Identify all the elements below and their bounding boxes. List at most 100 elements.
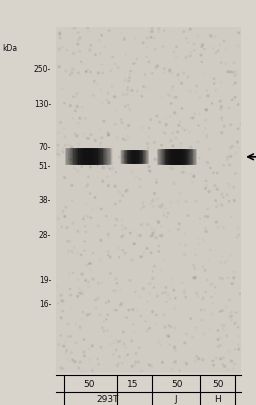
Point [136,232,140,239]
Point [211,46,215,53]
Point [154,180,158,186]
Point [211,301,215,307]
Point [119,31,123,37]
Point [179,81,184,87]
Point [180,280,184,286]
Point [220,115,224,122]
Point [152,191,156,197]
Point [214,204,218,211]
Point [110,333,114,339]
Point [84,69,88,75]
Point [94,305,98,312]
Point [88,70,92,77]
Point [145,246,149,252]
Point [167,139,171,146]
Point [184,294,188,301]
Point [164,299,168,305]
Point [63,214,67,220]
Point [113,183,117,190]
Point [59,120,63,126]
Point [227,297,231,304]
Point [230,317,234,323]
Point [75,133,79,140]
Point [205,277,209,284]
Point [169,166,173,172]
Point [221,275,225,281]
Point [113,62,117,68]
Point [228,69,232,76]
Point [114,276,118,282]
Point [208,247,212,254]
Point [166,292,170,298]
Point [165,214,169,221]
Point [157,204,161,210]
Point [177,367,182,374]
Point [190,334,194,341]
Point [147,60,151,66]
Point [166,92,170,98]
Point [232,275,236,281]
Point [68,239,72,245]
Point [162,312,166,318]
Point [226,275,230,281]
Point [232,198,236,204]
Point [89,267,93,273]
Point [173,306,177,312]
Point [219,80,223,87]
Point [196,294,200,300]
Point [154,321,158,328]
Point [169,151,173,158]
Point [127,307,131,313]
Point [160,96,164,102]
Point [203,126,207,132]
Point [78,36,82,42]
Point [65,347,69,354]
Point [157,249,161,255]
Point [73,131,77,138]
Point [177,123,181,129]
Point [124,52,128,59]
Point [66,239,70,245]
Point [216,337,220,343]
Point [236,324,240,330]
Point [134,175,138,181]
Point [129,69,133,75]
Point [114,288,118,294]
Point [93,52,98,59]
Point [114,337,118,343]
Point [63,134,67,141]
Point [115,281,119,287]
Point [170,157,174,163]
Point [193,275,197,282]
Point [148,281,153,287]
Point [123,250,127,257]
Point [113,223,117,229]
Point [225,158,229,164]
Point [163,205,167,212]
Point [61,146,65,152]
Point [163,290,167,296]
Point [57,152,61,158]
Point [80,316,84,322]
Point [187,160,191,167]
Point [112,307,116,313]
Point [107,234,111,241]
Point [142,204,146,211]
Point [151,309,155,315]
Point [80,271,84,278]
Point [199,307,203,313]
Point [219,202,223,208]
Point [150,363,154,369]
Point [101,160,105,166]
Point [202,268,207,275]
Point [192,174,196,181]
Point [82,131,87,137]
Point [213,290,217,296]
Point [76,70,80,77]
Point [107,28,111,35]
Point [232,269,236,275]
Point [74,94,79,100]
Point [97,280,101,286]
Point [101,165,105,171]
Point [68,103,72,110]
